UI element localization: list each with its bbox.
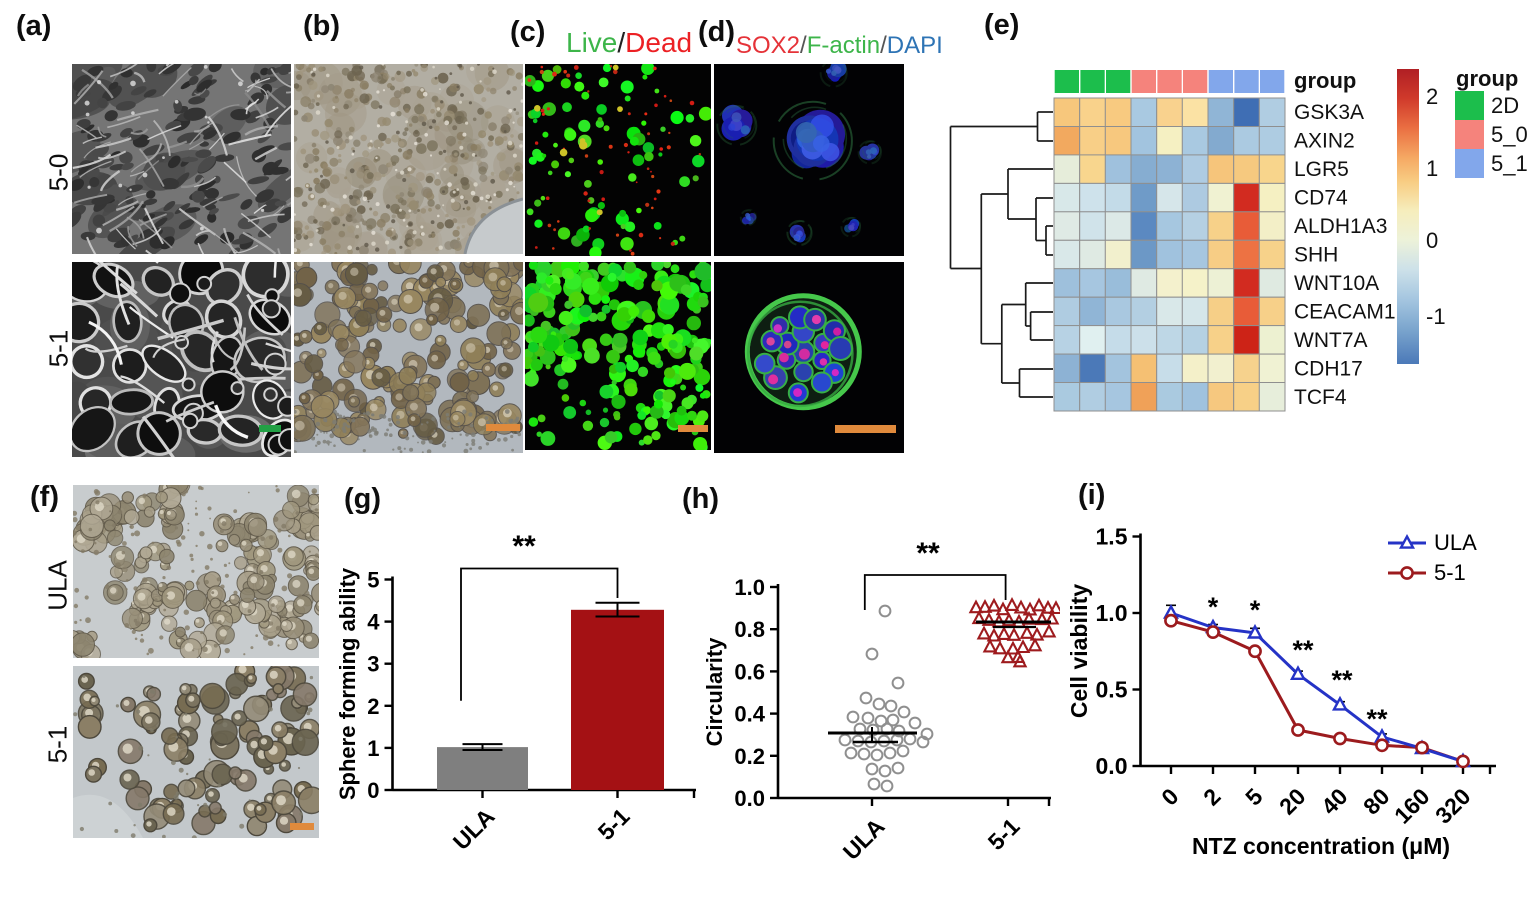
svg-text:1: 1 xyxy=(1426,156,1438,181)
svg-text:Cell viability: Cell viability xyxy=(1066,584,1092,718)
svg-text:5-1: 5-1 xyxy=(593,803,635,845)
svg-text:5_1: 5_1 xyxy=(1491,151,1528,176)
svg-text:0.6: 0.6 xyxy=(734,659,765,684)
svg-text:20: 20 xyxy=(1274,783,1310,819)
svg-text:1.5: 1.5 xyxy=(1096,524,1128,550)
svg-text:**: ** xyxy=(916,537,940,570)
svg-text:320: 320 xyxy=(1430,783,1476,829)
svg-text:CD74: CD74 xyxy=(1294,187,1348,210)
svg-text:**: ** xyxy=(1331,665,1353,695)
svg-text:Sphere forming ability: Sphere forming ability xyxy=(335,567,360,800)
svg-text:0.2: 0.2 xyxy=(734,744,765,769)
svg-text:0.4: 0.4 xyxy=(734,702,765,727)
svg-text:2: 2 xyxy=(1198,783,1225,810)
svg-text:5: 5 xyxy=(1240,783,1268,811)
svg-text:5: 5 xyxy=(367,568,379,593)
svg-text:2: 2 xyxy=(1426,84,1438,109)
svg-text:ULA: ULA xyxy=(448,803,500,855)
svg-text:0.0: 0.0 xyxy=(1096,753,1128,779)
svg-text:ULA: ULA xyxy=(838,813,890,865)
svg-text:5_0: 5_0 xyxy=(1491,122,1528,147)
svg-text:0: 0 xyxy=(367,778,379,803)
svg-text:AXIN2: AXIN2 xyxy=(1294,130,1355,153)
svg-text:**: ** xyxy=(1366,704,1388,734)
svg-text:LGR5: LGR5 xyxy=(1294,158,1349,181)
svg-text:TCF4: TCF4 xyxy=(1294,386,1347,409)
svg-text:1: 1 xyxy=(367,736,379,761)
svg-text:4: 4 xyxy=(367,610,380,635)
svg-text:0.0: 0.0 xyxy=(734,786,765,811)
svg-text:1.0: 1.0 xyxy=(734,575,765,600)
svg-text:160: 160 xyxy=(1389,783,1435,829)
svg-text:0: 0 xyxy=(1156,783,1183,810)
svg-text:0.8: 0.8 xyxy=(734,617,765,642)
svg-text:*: * xyxy=(1250,595,1261,625)
svg-text:CDH17: CDH17 xyxy=(1294,357,1363,380)
svg-text:0: 0 xyxy=(1426,228,1438,253)
svg-text:1.0: 1.0 xyxy=(1096,600,1128,626)
svg-text:SHH: SHH xyxy=(1294,244,1338,267)
svg-text:3: 3 xyxy=(367,652,379,677)
svg-text:40: 40 xyxy=(1316,783,1352,819)
svg-text:WNT7A: WNT7A xyxy=(1294,329,1368,352)
svg-text:NTZ concentration (μM): NTZ concentration (μM) xyxy=(1192,833,1450,859)
svg-text:group: group xyxy=(1456,66,1518,91)
svg-text:0.5: 0.5 xyxy=(1096,677,1128,703)
svg-text:CEACAM1: CEACAM1 xyxy=(1294,300,1396,323)
svg-text:80: 80 xyxy=(1358,783,1394,819)
svg-text:2: 2 xyxy=(367,694,379,719)
svg-text:5-1: 5-1 xyxy=(983,813,1025,855)
svg-text:-1: -1 xyxy=(1426,304,1446,329)
svg-text:group: group xyxy=(1294,68,1356,93)
svg-text:WNT10A: WNT10A xyxy=(1294,272,1379,295)
svg-text:GSK3A: GSK3A xyxy=(1294,101,1364,124)
svg-text:2D: 2D xyxy=(1491,93,1519,118)
svg-text:ALDH1A3: ALDH1A3 xyxy=(1294,215,1387,238)
svg-text:Circularity: Circularity xyxy=(702,637,727,747)
svg-text:**: ** xyxy=(512,530,536,563)
svg-text:*: * xyxy=(1208,592,1219,622)
svg-text:**: ** xyxy=(1292,635,1314,665)
svg-text:5-1: 5-1 xyxy=(1434,560,1466,585)
svg-text:ULA: ULA xyxy=(1434,530,1477,555)
